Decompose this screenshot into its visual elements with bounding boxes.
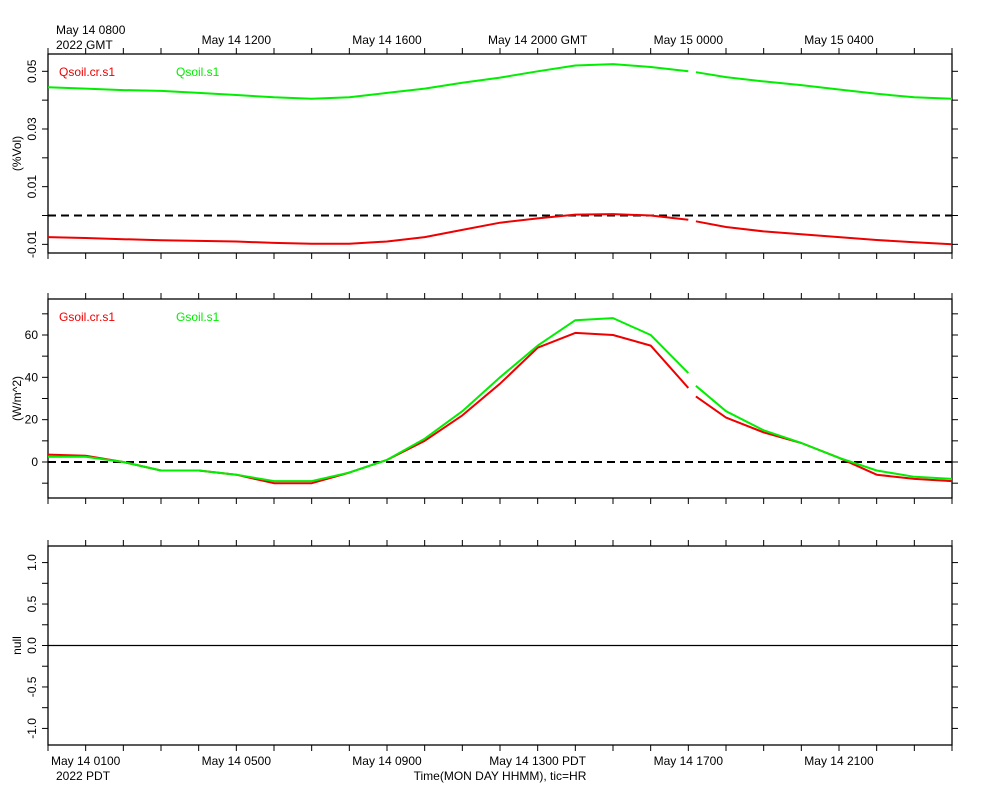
- y-tick-label: 1.0: [25, 554, 39, 571]
- y-tick-label: -1.0: [25, 718, 39, 739]
- y-axis-label: (%Vol): [10, 136, 24, 171]
- top-time-label: May 15 0400: [804, 33, 874, 47]
- chart-panels: -0.01 0.01 0.03 0.05 (%Vol) Qsoil.cr.s1 Qsoil.…: [10, 33, 958, 768]
- bottom-time-label: May 14 1300 PDT: [489, 754, 586, 768]
- legend-label: Qsoil.cr.s1: [59, 65, 115, 79]
- bottom-time-label: May 14 0100: [51, 754, 121, 768]
- series-line-Qsoil-s1: [47, 63, 689, 100]
- top-left-date: May 14 0800: [56, 23, 126, 37]
- y-tick-label: 0.01: [25, 175, 39, 199]
- panel-2: 0 20 40 60 (W/m^2) Gsoil.cr.s1 Gsoil.s1: [10, 293, 958, 504]
- top-time-label: May 14 1600: [352, 33, 422, 47]
- y-tick-label: 0.03: [25, 117, 39, 141]
- series-line-Gsoil-s1: [48, 317, 690, 483]
- series-line-Gsoil-s1: [695, 385, 953, 480]
- x-axis-label: Time(MON DAY HHMM), tic=HR: [414, 769, 587, 783]
- series-line-Gsoil-cr-s1: [47, 331, 690, 485]
- panel-3: -1.0 -0.5 0.0 0.5 1.0 null May 14 0100 May 14 0…: [10, 540, 958, 768]
- y-tick-label: 20: [25, 413, 39, 427]
- series-line-Qsoil-cr-s1: [47, 213, 689, 245]
- bottom-time-label: May 14 0900: [352, 754, 422, 768]
- series-line-Qsoil-cr-s1: [695, 220, 953, 246]
- series-line-Qsoil-s1: [695, 71, 953, 100]
- bottom-left-year-pdt: 2022 PDT: [56, 769, 111, 783]
- plot-frame: [47, 298, 953, 499]
- panel-1: -0.01 0.01 0.03 0.05 (%Vol) Qsoil.cr.s1 Qsoil.…: [10, 33, 958, 259]
- y-tick-label: 0.0: [25, 637, 39, 654]
- legend-label: Gsoil.s1: [176, 310, 220, 324]
- bottom-time-label: May 14 0500: [202, 754, 272, 768]
- top-time-label: May 14 2000 GMT: [488, 33, 588, 47]
- y-tick-label: 40: [25, 370, 39, 384]
- y-axis-label: (W/m^2): [10, 376, 24, 421]
- legend-label: Qsoil.s1: [176, 65, 220, 79]
- top-time-label: May 15 0000: [654, 33, 724, 47]
- y-axis-label: null: [10, 636, 24, 655]
- y-tick-label: 0.5: [25, 595, 39, 612]
- y-tick-label: 60: [25, 328, 39, 342]
- bottom-time-label: May 14 2100: [804, 754, 874, 768]
- bottom-time-label: May 14 1700: [654, 754, 724, 768]
- y-tick-label: 0.05: [25, 59, 39, 83]
- y-tick-label: -0.01: [25, 230, 39, 258]
- legend-label: Gsoil.cr.s1: [59, 310, 115, 324]
- top-left-year-gmt: 2022 GMT: [56, 38, 113, 52]
- y-tick-label: -0.5: [25, 676, 39, 697]
- y-tick-label: 0: [31, 455, 38, 469]
- series-line-Gsoil-cr-s1: [695, 395, 953, 483]
- top-time-label: May 14 1200: [202, 33, 272, 47]
